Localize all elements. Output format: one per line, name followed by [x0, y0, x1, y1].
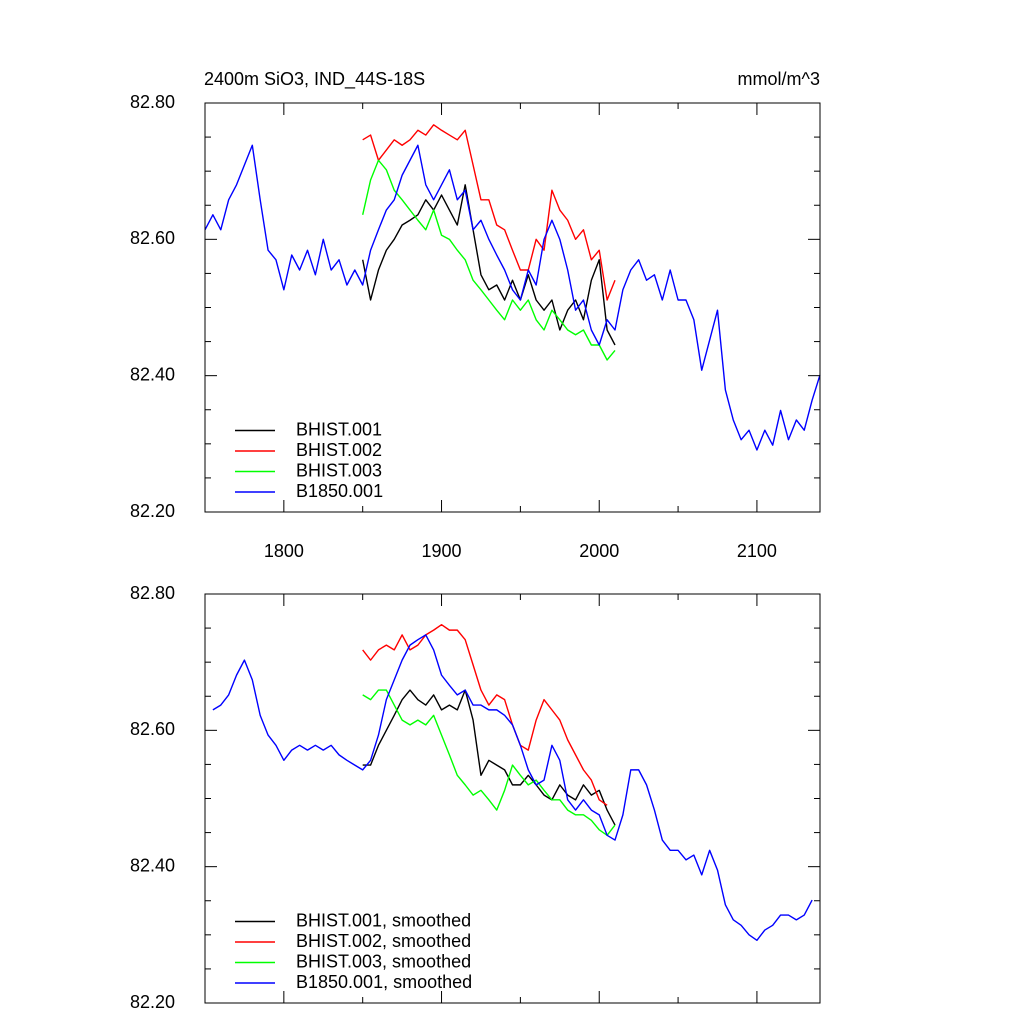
data-line — [204, 144, 821, 451]
legend-label: BHIST.001 — [296, 419, 382, 439]
x-tick-label: 1800 — [264, 541, 304, 561]
legend-label: BHIST.002 — [296, 440, 382, 460]
data-line — [362, 124, 616, 301]
y-tick-label: 82.20 — [130, 501, 175, 521]
data-line — [362, 623, 608, 806]
legend-label: BHIST.003, smoothed — [296, 951, 471, 971]
y-tick-label: 82.20 — [130, 992, 175, 1012]
legend-label: B1850.001, smoothed — [296, 972, 472, 992]
x-tick-label: 2000 — [579, 541, 619, 561]
data-line — [362, 689, 616, 837]
legend-label: B1850.001 — [296, 481, 383, 501]
legend-label: BHIST.001, smoothed — [296, 910, 471, 930]
units-label: mmol/m^3 — [738, 69, 820, 89]
chart-title: 2400m SiO3, IND_44S-18S — [204, 69, 425, 90]
y-tick-label: 82.80 — [130, 92, 175, 112]
x-tick-label: 1900 — [422, 541, 462, 561]
data-line — [362, 159, 616, 361]
data-line — [362, 689, 616, 826]
plot-panel: 1800 1900 2000 2100 82.20 82.40 82.60 82.80 BHIS… — [130, 92, 821, 561]
legend-label: BHIST.003 — [296, 460, 382, 480]
legend-label: BHIST.002, smoothed — [296, 931, 471, 951]
x-tick-label: 2100 — [737, 541, 777, 561]
data-line — [362, 184, 616, 346]
y-tick-label: 82.60 — [130, 228, 175, 248]
y-tick-label: 82.80 — [130, 583, 175, 603]
y-tick-label: 82.40 — [130, 364, 175, 384]
data-line — [212, 634, 813, 941]
y-tick-label: 82.60 — [130, 719, 175, 739]
y-tick-label: 82.40 — [130, 855, 175, 875]
